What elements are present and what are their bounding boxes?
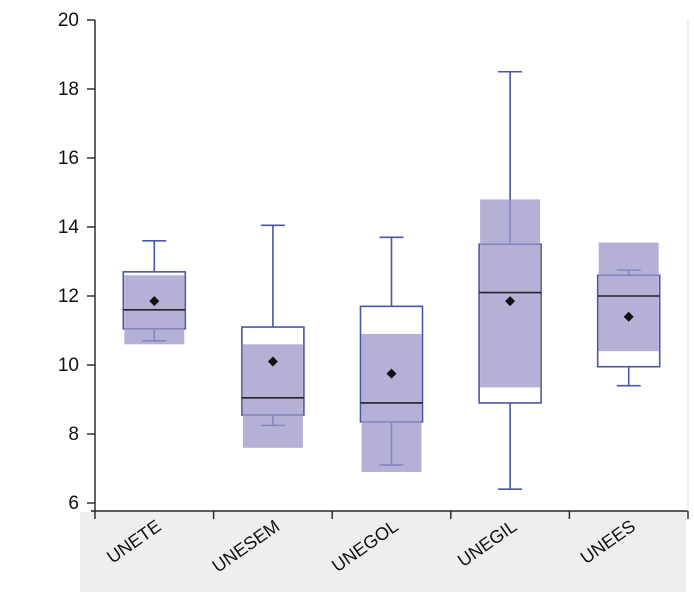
- mean-marker: [267, 356, 278, 367]
- axes-layer: [91, 20, 689, 512]
- mean-confidence-band: [598, 242, 659, 352]
- mean-marker: [149, 296, 160, 307]
- y-tick-label: 14: [58, 217, 80, 238]
- y-tick-label: 10: [58, 355, 79, 376]
- box-group-unees: [596, 242, 661, 387]
- y-tick-label: 16: [58, 148, 79, 169]
- mean-confidence-band: [480, 199, 541, 388]
- y-tick-label: 8: [68, 424, 79, 445]
- x-axis-label-band: [80, 512, 686, 592]
- y-tick-label: 20: [58, 10, 79, 31]
- y-tick-label: 12: [58, 286, 79, 307]
- mean-marker: [386, 368, 397, 379]
- box-group-unegil: [478, 70, 542, 491]
- y-tick-label: 6: [68, 493, 79, 514]
- y-tick-label: 18: [58, 79, 79, 100]
- mean-marker: [623, 311, 634, 322]
- box-group-unete: [122, 240, 187, 345]
- mean-marker: [505, 296, 516, 307]
- box-group-unesem: [241, 224, 305, 448]
- box-group-unegol: [359, 236, 424, 472]
- boxes-layer: [122, 70, 661, 491]
